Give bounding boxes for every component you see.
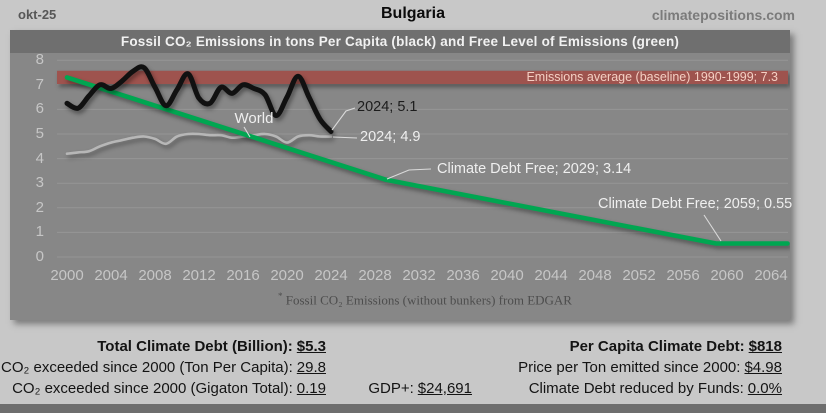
stat-label-total-debt: Total Climate Debt (Billion): bbox=[97, 338, 293, 355]
series-line-free-level-of-emissions-green bbox=[64, 75, 790, 246]
x-tick-label: 2032 bbox=[402, 267, 436, 284]
y-tick-label: 4 bbox=[35, 149, 44, 167]
stat-label-gdp: GDP+: bbox=[368, 380, 414, 397]
stats-row-exceeded-capita: CO₂ exceeded since 2000 (Ton Per Capita)… bbox=[0, 359, 826, 380]
y-tick-label: 2 bbox=[35, 198, 44, 216]
x-tick-label: 2012 bbox=[182, 267, 216, 284]
x-tick-label: 2004 bbox=[94, 267, 128, 284]
stat-label-exceeded-total: CO₂ exceeded since 2000 (Gigaton Total): bbox=[12, 380, 293, 397]
y-tick-label: 6 bbox=[35, 100, 44, 118]
y-tick-label: 8 bbox=[35, 51, 44, 69]
annotation-free-2059: Climate Debt Free; 2059; 0.55 bbox=[598, 196, 793, 212]
baseline-band bbox=[57, 70, 788, 85]
y-tick-label: 0 bbox=[35, 248, 44, 265]
x-tick-label: 2044 bbox=[534, 267, 568, 284]
x-tick-label: 2024 bbox=[314, 267, 348, 284]
leader-line-world bbox=[243, 126, 251, 138]
x-tick-label: 2048 bbox=[578, 267, 612, 284]
x-tick-label: 2000 bbox=[50, 267, 84, 284]
site-link[interactable]: climatepositions.com bbox=[651, 7, 795, 23]
stats-section: Total Climate Debt (Billion): $5.3 Per Ca… bbox=[0, 338, 826, 401]
annotation-free-2029: Climate Debt Free; 2029; 3.14 bbox=[437, 161, 632, 177]
date-label: okt-25 bbox=[18, 7, 57, 22]
leader-line-free-2059 bbox=[703, 214, 722, 242]
chart-title: Fossil CO₂ Emissions in tons Per Capita … bbox=[10, 30, 790, 53]
stats-row-exceeded-total: CO₂ exceeded since 2000 (Gigaton Total):… bbox=[0, 380, 826, 401]
page-title: Bulgaria bbox=[380, 5, 445, 22]
x-tick-label: 2040 bbox=[490, 267, 524, 284]
stat-label-price-per-ton: Price per Ton emitted since 2000: bbox=[518, 359, 741, 376]
annotation-black-2024: 2024; 5.1 bbox=[357, 99, 418, 115]
stat-value-exceeded-capita: 29.8 bbox=[296, 359, 326, 376]
x-tick-label: 2016 bbox=[226, 267, 260, 284]
y-tick-label: 1 bbox=[35, 223, 44, 241]
y-tick-label: 5 bbox=[35, 125, 44, 142]
x-tick-label: 2028 bbox=[358, 267, 392, 284]
annotation-world-2024: 2024; 4.9 bbox=[360, 129, 421, 145]
stat-value-price-per-ton: $4.98 bbox=[744, 359, 782, 376]
annotation-world: World bbox=[234, 110, 274, 127]
stat-label-funds: Climate Debt reduced by Funds: bbox=[528, 380, 744, 397]
stat-label-exceeded-capita: CO₂ exceeded since 2000 (Ton Per Capita)… bbox=[0, 359, 293, 376]
stat-value-total-debt: $5.3 bbox=[296, 338, 326, 355]
y-tick-label: 3 bbox=[35, 174, 44, 192]
stat-value-per-capita-debt: $818 bbox=[748, 338, 782, 355]
leader-line-world-2024 bbox=[332, 136, 358, 139]
series-line-bulgaria-fossil-co-emissions-black bbox=[64, 64, 334, 134]
stat-value-funds: 0.0% bbox=[747, 380, 782, 397]
plot-svg bbox=[57, 59, 790, 258]
footnote-marker: * bbox=[278, 291, 283, 301]
baseline-band-label: Emissions average (baseline) 1990-1999; … bbox=[526, 69, 778, 84]
footnote-text: Fossil CO₂ Emissions (without bunkers) f… bbox=[285, 292, 572, 308]
stats-row-total: Total Climate Debt (Billion): $5.3 Per Ca… bbox=[0, 338, 826, 359]
x-tick-label: 2036 bbox=[446, 267, 480, 284]
chart-footnote: * Fossil CO₂ Emissions (without bunkers)… bbox=[65, 291, 785, 308]
chart-panel: Fossil CO₂ Emissions in tons Per Capita … bbox=[10, 30, 793, 320]
x-tick-label: 2008 bbox=[138, 267, 172, 284]
x-tick-label: 2064 bbox=[754, 267, 788, 284]
leader-line-free-2029 bbox=[386, 168, 432, 180]
stat-value-gdp: $24,691 bbox=[417, 380, 472, 397]
y-tick-label: 7 bbox=[35, 75, 44, 93]
x-tick-label: 2056 bbox=[666, 267, 700, 284]
x-tick-label: 2060 bbox=[710, 267, 744, 284]
stat-value-exceeded-total: 0.19 bbox=[296, 380, 326, 397]
stat-label-per-capita-debt: Per Capita Climate Debt: bbox=[569, 338, 745, 355]
series-line-world bbox=[65, 132, 333, 155]
leader-line-black-2024 bbox=[331, 107, 356, 131]
bottom-bar bbox=[0, 404, 826, 413]
x-tick-label: 2052 bbox=[622, 267, 656, 284]
x-tick-label: 2020 bbox=[270, 267, 304, 284]
